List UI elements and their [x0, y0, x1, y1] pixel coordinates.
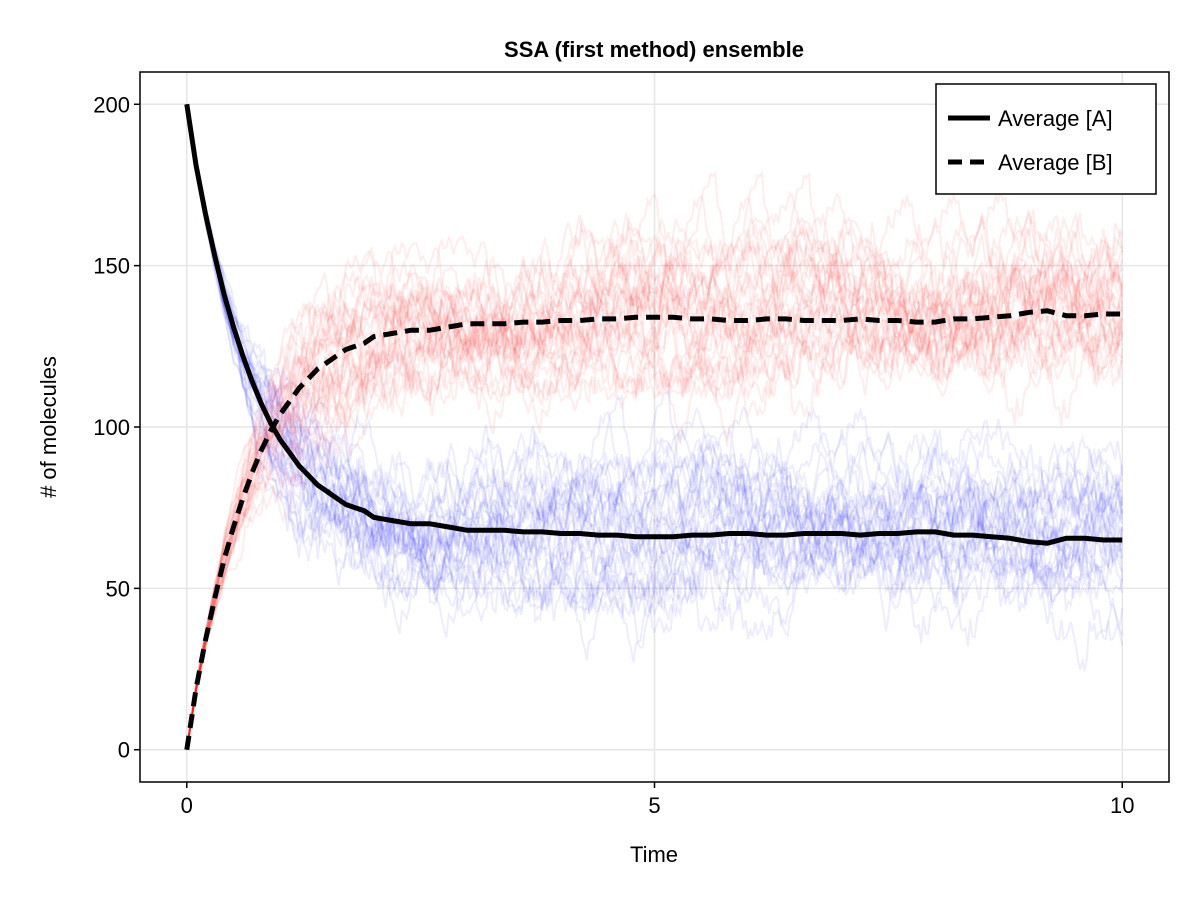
trajectory-line	[185, 231, 1123, 750]
trajectory-line	[185, 104, 1124, 636]
y-tick-label: 100	[93, 415, 130, 440]
trajectory-line	[185, 104, 1124, 644]
trajectory-line	[185, 104, 1124, 590]
trajectory-line	[185, 104, 1124, 663]
y-axis-ticks: 0 50 100 150 200	[93, 92, 140, 763]
trajectory-line	[185, 212, 1124, 750]
trajectory-line	[185, 104, 1124, 595]
trajectory-line	[185, 104, 1124, 577]
trajectory-line	[185, 228, 1124, 750]
trajectory-line	[185, 214, 1124, 750]
trajectory-line	[185, 104, 1124, 588]
trajectory-line	[185, 265, 1123, 750]
trajectory-line	[185, 192, 1124, 750]
trajectory-line	[185, 194, 1124, 750]
x-tick-label: 5	[648, 793, 660, 818]
trajectory-line	[185, 104, 1124, 612]
trajectory-line	[185, 228, 1123, 750]
trajectory-line	[185, 104, 1124, 646]
trajectory-line	[185, 104, 1124, 616]
trajectory-line	[185, 104, 1124, 635]
trajectory-line	[185, 170, 1124, 750]
average-series	[184, 103, 1123, 751]
trajectory-line	[185, 223, 1124, 750]
legend-box	[935, 83, 1157, 195]
trajectory-line	[185, 238, 1123, 750]
x-axis-label: Time	[630, 842, 678, 867]
y-tick-label: 50	[106, 576, 130, 601]
trajectory-line	[185, 190, 1123, 750]
x-tick-label: 0	[181, 793, 193, 818]
legend: Average [A] Average [B]	[935, 83, 1157, 195]
trajectory-line	[185, 104, 1124, 589]
trajectory-line	[185, 223, 1124, 750]
trajectory-line	[185, 170, 1124, 750]
y-tick-label: 0	[118, 738, 130, 763]
trajectory-line	[185, 227, 1124, 750]
trajectory-line	[185, 104, 1124, 623]
trajectory-line	[185, 104, 1124, 649]
trajectory-line	[185, 104, 1124, 647]
trajectory-line	[185, 104, 1123, 661]
trajectory-line	[185, 171, 1124, 750]
trajectory-line	[185, 104, 1124, 605]
trajectory-line	[185, 214, 1124, 750]
trajectory-line	[185, 249, 1124, 750]
trajectory-line	[185, 104, 1124, 603]
trajectory-line	[185, 104, 1123, 630]
trajectory-line	[185, 220, 1123, 750]
trajectory-line	[185, 104, 1124, 615]
legend-label-average-a: Average [A]	[998, 106, 1113, 131]
trajectory-line	[185, 214, 1124, 750]
trajectory-line	[185, 104, 1124, 672]
x-tick-label: 10	[1110, 793, 1134, 818]
series-line-average-a	[184, 103, 1123, 546]
trajectory-line	[185, 219, 1124, 750]
chart-title: SSA (first method) ensemble	[504, 37, 804, 62]
trajectory-line	[185, 104, 1124, 605]
y-tick-label: 150	[93, 254, 130, 279]
legend-label-average-b: Average [B]	[998, 150, 1113, 175]
trajectory-line	[185, 266, 1124, 750]
x-axis-ticks: 0 5 10	[181, 782, 1134, 818]
trajectory-line	[185, 193, 1123, 750]
trajectory-line	[185, 274, 1124, 750]
trajectory-line	[185, 104, 1124, 632]
series-line-average-b	[184, 308, 1123, 751]
trajectory-line	[185, 196, 1124, 750]
trajectory-line	[185, 228, 1124, 750]
y-axis-label: # of molecules	[36, 356, 61, 498]
y-tick-label: 200	[93, 92, 130, 117]
trajectory-line	[185, 233, 1124, 750]
trajectory-line	[185, 104, 1124, 622]
trajectory-line	[185, 238, 1124, 750]
